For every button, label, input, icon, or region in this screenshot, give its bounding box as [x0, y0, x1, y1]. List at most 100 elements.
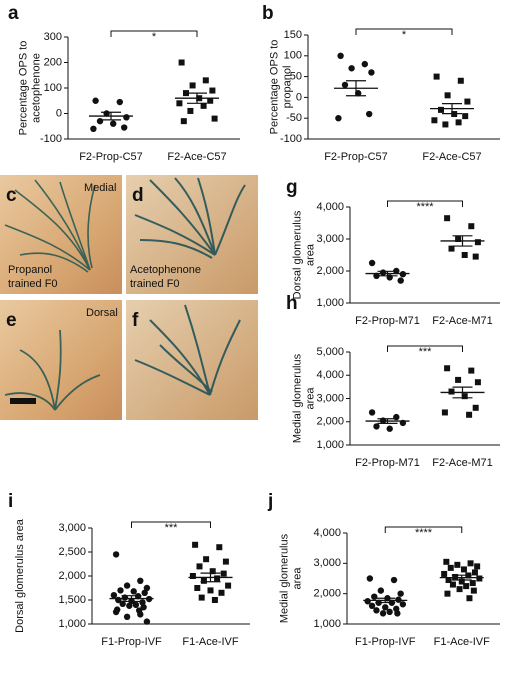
y-axis-label: propanol [281, 66, 293, 109]
y-tick-label: 2,000 [316, 416, 344, 428]
significance-bracket [384, 526, 463, 533]
data-point [441, 409, 448, 416]
x-tick-label: F2-Ace-M71 [432, 315, 493, 327]
panel-letter: e [6, 310, 17, 331]
data-point [110, 120, 117, 127]
data-point [220, 570, 227, 577]
data-point [110, 592, 118, 599]
data-point [361, 60, 368, 68]
y-tick-label: 1,000 [316, 439, 344, 451]
data-point [442, 121, 449, 128]
data-point [433, 73, 440, 80]
significance-label: * [152, 31, 157, 43]
y-tick-label: 4,000 [313, 527, 341, 539]
data-point [348, 65, 355, 72]
y-axis-label: acetophenone [30, 53, 42, 123]
data-point [461, 393, 468, 400]
x-tick-label: F1-Prop-IVF [355, 636, 416, 648]
data-point [386, 425, 393, 432]
data-point [467, 560, 474, 567]
error-bar [375, 597, 396, 604]
data-point [474, 379, 481, 386]
data-point [455, 236, 462, 242]
photo-label: Acetophenone [130, 264, 201, 276]
photo-d: d Acetophenone trained F0 [126, 175, 258, 294]
y-tick-label: -100 [280, 133, 302, 145]
data-point [214, 575, 221, 582]
panel-letter: j [267, 491, 273, 512]
data-point [207, 587, 214, 594]
data-point [444, 92, 451, 99]
y-axis-label: Dorsal glomerulus [291, 210, 303, 299]
y-tick-label: 100 [44, 82, 62, 94]
significance-bracket [131, 521, 211, 528]
data-point [341, 81, 349, 89]
y-tick-label: 5,000 [316, 346, 344, 358]
data-point [445, 577, 452, 584]
data-point [112, 551, 120, 558]
photo [126, 175, 258, 294]
data-point [379, 269, 387, 276]
data-point [200, 102, 207, 109]
data-point [198, 594, 205, 601]
y-axis-label: Percentage OPS to [268, 40, 280, 135]
data-point [123, 613, 131, 620]
error-bar [187, 92, 207, 104]
data-point [431, 117, 438, 124]
axon-stain [134, 304, 241, 396]
y-axis-label: Dorsal glomerulus area [14, 518, 26, 633]
data-point [180, 118, 187, 125]
significance-bracket [110, 30, 198, 37]
panel-letter: c [6, 185, 17, 206]
data-point [377, 587, 385, 594]
data-point [463, 583, 470, 590]
error-bar [121, 595, 142, 603]
data-point [443, 558, 450, 565]
data-point [455, 119, 462, 126]
panel: a Percentage OPS to acetophenone -100 0 100 20… [8, 3, 240, 163]
data-point [461, 252, 468, 258]
error-bar [346, 80, 366, 97]
photo-label: Dorsal [86, 307, 118, 319]
photo-label: Propanol [8, 264, 52, 276]
photo-label: trained F0 [130, 278, 180, 290]
data-point [373, 423, 380, 430]
data-point [143, 618, 151, 625]
y-tick-label: -100 [40, 133, 62, 145]
data-point [112, 608, 120, 616]
x-tick-label: F2-Ace-C57 [422, 151, 481, 163]
significance-label: * [402, 29, 407, 41]
error-bar [452, 386, 473, 399]
data-point [116, 98, 124, 106]
y-tick-label: 0 [296, 91, 302, 103]
data-point [371, 593, 378, 600]
data-point [368, 69, 375, 76]
scale-bar [10, 398, 36, 404]
data-point [209, 568, 216, 575]
data-point [368, 602, 376, 609]
data-point [211, 597, 218, 603]
data-point [454, 561, 461, 568]
data-point [382, 604, 389, 611]
data-point [207, 97, 214, 104]
data-point [141, 589, 148, 596]
error-bar [377, 418, 398, 424]
significance-bracket [387, 200, 463, 207]
y-tick-label: 100 [284, 50, 302, 62]
data-point [390, 576, 398, 584]
axon-stain [4, 329, 101, 411]
significance-label: *** [165, 522, 179, 534]
panel: h Medial glomerulus area 1,000 2,000 3,000 4,0… [286, 293, 500, 469]
y-tick-label: 1,000 [316, 297, 344, 309]
error-bar [377, 270, 398, 277]
panel-letter: f [132, 310, 139, 331]
data-point [189, 573, 196, 579]
error-bar [452, 235, 473, 247]
data-point [126, 602, 133, 609]
data-point [176, 100, 183, 107]
data-point [143, 584, 151, 592]
y-tick-label: 4,000 [316, 201, 344, 213]
panel-letter: a [8, 3, 19, 24]
